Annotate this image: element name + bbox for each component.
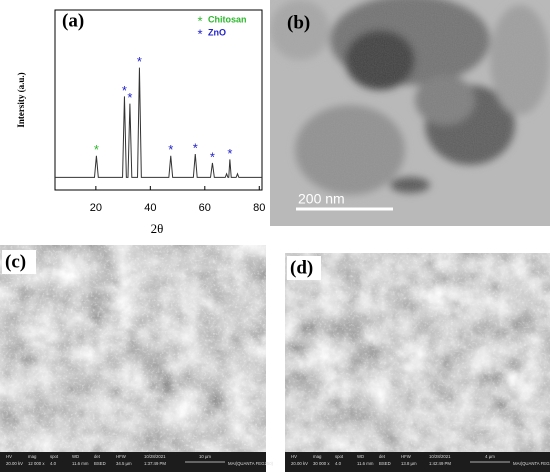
sem-image: (d) — [285, 253, 550, 472]
x-tick-label: 80 — [253, 202, 265, 214]
peak-marker: * — [168, 142, 173, 157]
info-field: HFW — [116, 454, 127, 459]
info-field: mag — [313, 454, 322, 459]
info-field: spot — [50, 454, 59, 459]
y-axis-label: Intersity (a.u.) — [16, 72, 26, 127]
tem-image: 200 nm (b) — [270, 0, 550, 226]
info-field: WD — [72, 454, 79, 459]
peak-marker: * — [94, 142, 99, 157]
instrument: MAI(QUANTA FEG250) — [513, 461, 550, 466]
info-value: BSED — [379, 461, 391, 466]
legend-marker: * — [197, 13, 202, 28]
info-value: 1:42:49 PM — [429, 461, 451, 466]
x-tick-label: 60 — [199, 202, 211, 214]
sem-image: (c) — [0, 245, 266, 472]
info-value: 30 000 x — [313, 461, 330, 466]
info-field: 10/28/2021 — [144, 454, 166, 459]
x-axis-label: 2θ — [151, 221, 164, 236]
info-field: HV — [6, 454, 12, 459]
info-field: det — [379, 454, 386, 459]
peak-marker: * — [122, 83, 127, 98]
info-value: BSED — [94, 461, 106, 466]
info-value: 11.6 mm — [72, 461, 89, 466]
peak-marker: * — [210, 149, 215, 164]
scale-bar-label: 200 nm — [298, 191, 345, 207]
peak-marker: * — [127, 90, 132, 105]
panel-label: (c) — [5, 251, 26, 272]
info-value: 34.5 µm — [116, 461, 132, 466]
panel-label: (d) — [290, 257, 313, 278]
info-value: 12 000 x — [28, 461, 45, 466]
x-tick-label: 20 — [90, 202, 102, 214]
info-value: 13.8 µm — [401, 461, 417, 466]
info-value: 1:37:49 PM — [144, 461, 166, 466]
info-value: 20.00 kV — [291, 461, 308, 466]
info-value: 20.00 kV — [6, 461, 23, 466]
info-field: 10/28/2021 — [429, 454, 451, 459]
info-field: HV — [291, 454, 297, 459]
legend-marker: * — [197, 26, 202, 41]
plot-frame — [54, 9, 263, 191]
instrument: MAI(QUANTA FEG250) — [228, 461, 274, 466]
panel-label: (a) — [62, 10, 84, 31]
peak-marker: * — [227, 146, 232, 161]
scale-bar-label: 4 µm — [485, 454, 495, 459]
info-field: det — [94, 454, 101, 459]
info-value: 11.6 mm — [357, 461, 374, 466]
xrd-pattern — [55, 67, 262, 178]
info-field: WD — [357, 454, 364, 459]
legend-label: Chitosan — [208, 14, 247, 24]
peak-marker: * — [137, 54, 142, 69]
scale-bar-label: 10 µm — [199, 454, 211, 459]
info-field: HFW — [401, 454, 412, 459]
x-tick-label: 40 — [144, 202, 156, 214]
info-value: 4.0 — [335, 461, 342, 466]
info-field: mag — [28, 454, 37, 459]
legend-label: ZnO — [208, 27, 226, 37]
peak-marker: * — [193, 140, 198, 155]
info-value: 4.0 — [50, 461, 57, 466]
info-field: spot — [335, 454, 344, 459]
panel-label: (b) — [287, 12, 310, 33]
